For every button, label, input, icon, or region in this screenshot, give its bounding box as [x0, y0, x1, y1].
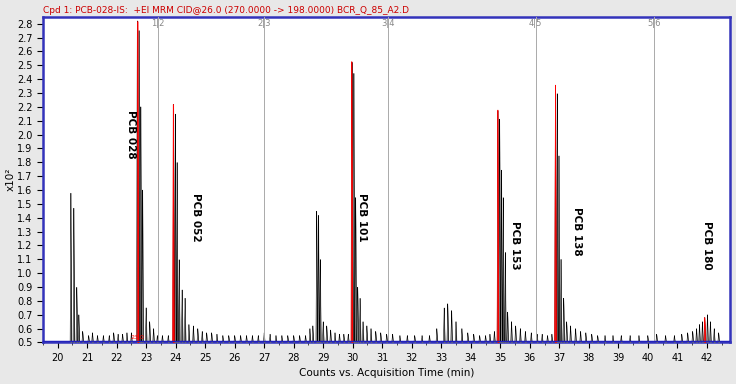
Text: 23.0: 23.0: [131, 335, 145, 340]
X-axis label: Counts vs. Acquisition Time (min): Counts vs. Acquisition Time (min): [299, 368, 474, 379]
Text: PCB 028: PCB 028: [127, 110, 136, 159]
Text: 4|5: 4|5: [529, 20, 542, 28]
Text: PCB 153: PCB 153: [510, 221, 520, 270]
Text: 2|3: 2|3: [258, 20, 271, 28]
Text: 1|2: 1|2: [152, 20, 165, 28]
Text: PCB 180: PCB 180: [702, 221, 712, 270]
Y-axis label: x10²: x10²: [6, 168, 15, 191]
Text: PCB 101: PCB 101: [356, 194, 367, 242]
Text: PCB 138: PCB 138: [572, 207, 582, 256]
Text: Cpd 1: PCB-028-IS:  +EI MRM CID@26.0 (270.0000 -> 198.0000) BCR_Q_85_A2.D: Cpd 1: PCB-028-IS: +EI MRM CID@26.0 (270…: [43, 5, 409, 15]
Text: PCB 052: PCB 052: [191, 194, 202, 242]
Text: 5|6: 5|6: [647, 20, 660, 28]
Text: 3|4: 3|4: [381, 20, 395, 28]
